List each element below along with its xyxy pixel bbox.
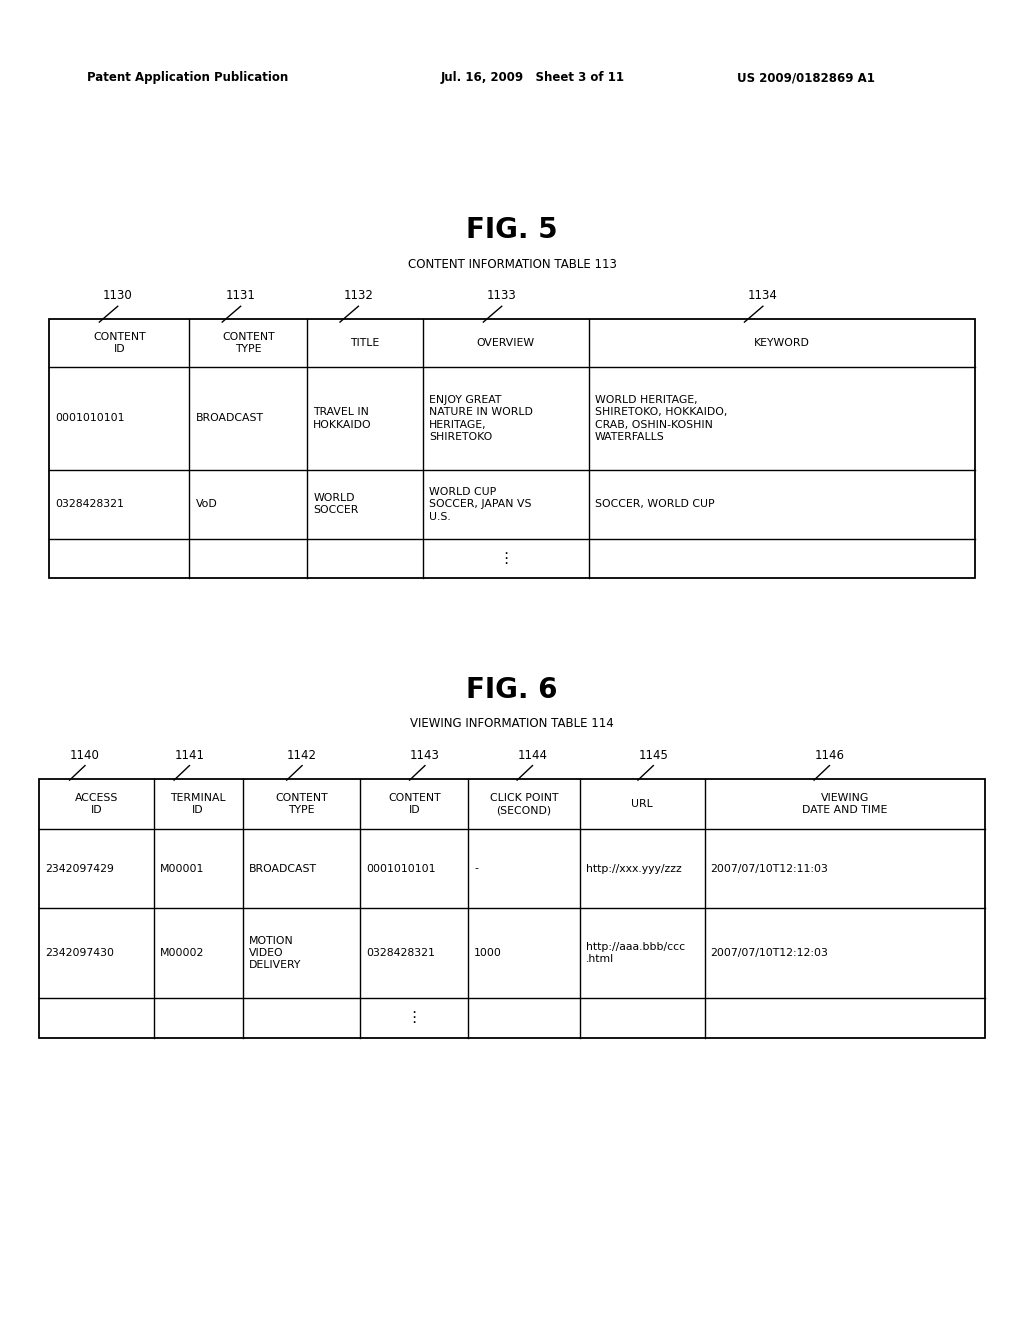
Text: ⋮: ⋮ — [499, 550, 513, 566]
Text: WORLD
SOCCER: WORLD SOCCER — [313, 494, 358, 515]
Text: 1130: 1130 — [102, 289, 133, 302]
Text: TITLE: TITLE — [350, 338, 380, 348]
Text: FIG. 6: FIG. 6 — [466, 676, 558, 705]
Text: CONTENT
TYPE: CONTENT TYPE — [222, 333, 274, 354]
Text: 1134: 1134 — [748, 289, 778, 302]
Text: 1146: 1146 — [814, 748, 845, 762]
Text: 2007/07/10T12:11:03: 2007/07/10T12:11:03 — [711, 863, 828, 874]
Text: 1000: 1000 — [474, 948, 502, 958]
Text: Jul. 16, 2009   Sheet 3 of 11: Jul. 16, 2009 Sheet 3 of 11 — [440, 71, 625, 84]
Text: OVERVIEW: OVERVIEW — [477, 338, 535, 348]
Text: 1131: 1131 — [225, 289, 256, 302]
Text: -: - — [474, 863, 478, 874]
Text: M00002: M00002 — [160, 948, 204, 958]
Text: SOCCER, WORLD CUP: SOCCER, WORLD CUP — [595, 499, 715, 510]
Text: CONTENT INFORMATION TABLE 113: CONTENT INFORMATION TABLE 113 — [408, 257, 616, 271]
Text: KEYWORD: KEYWORD — [754, 338, 810, 348]
Text: 1145: 1145 — [638, 748, 669, 762]
Text: 1133: 1133 — [486, 289, 517, 302]
Text: M00001: M00001 — [160, 863, 204, 874]
Text: 2007/07/10T12:12:03: 2007/07/10T12:12:03 — [711, 948, 828, 958]
Text: US 2009/0182869 A1: US 2009/0182869 A1 — [737, 71, 876, 84]
Bar — [49, 319, 975, 578]
Text: 2342097429: 2342097429 — [45, 863, 114, 874]
Text: ENJOY GREAT
NATURE IN WORLD
HERITAGE,
SHIRETOKO: ENJOY GREAT NATURE IN WORLD HERITAGE, SH… — [429, 395, 532, 442]
Text: VoD: VoD — [196, 499, 217, 510]
Text: 0328428321: 0328428321 — [367, 948, 435, 958]
Text: 1132: 1132 — [343, 289, 374, 302]
Text: 1142: 1142 — [287, 748, 317, 762]
Text: CONTENT
TYPE: CONTENT TYPE — [275, 793, 328, 814]
Text: WORLD HERITAGE,
SHIRETOKO, HOKKAIDO,
CRAB, OSHIN-KOSHIN
WATERFALLS: WORLD HERITAGE, SHIRETOKO, HOKKAIDO, CRA… — [595, 395, 727, 442]
Text: 1143: 1143 — [410, 748, 440, 762]
Text: VIEWING
DATE AND TIME: VIEWING DATE AND TIME — [802, 793, 888, 814]
Text: http://aaa.bbb/ccc
.html: http://aaa.bbb/ccc .html — [586, 942, 685, 964]
Text: 1141: 1141 — [174, 748, 205, 762]
Text: Patent Application Publication: Patent Application Publication — [87, 71, 289, 84]
Text: TERMINAL
ID: TERMINAL ID — [170, 793, 226, 814]
Bar — [39, 779, 985, 1038]
Text: CLICK POINT
(SECOND): CLICK POINT (SECOND) — [489, 793, 558, 814]
Text: ⋮: ⋮ — [407, 1010, 422, 1026]
Text: TRAVEL IN
HOKKAIDO: TRAVEL IN HOKKAIDO — [313, 408, 372, 429]
Text: CONTENT
ID: CONTENT ID — [93, 333, 145, 354]
Text: WORLD CUP
SOCCER, JAPAN VS
U.S.: WORLD CUP SOCCER, JAPAN VS U.S. — [429, 487, 531, 521]
Text: 0001010101: 0001010101 — [55, 413, 125, 424]
Text: BROADCAST: BROADCAST — [249, 863, 316, 874]
Text: ACCESS
ID: ACCESS ID — [75, 793, 118, 814]
Text: CONTENT
ID: CONTENT ID — [388, 793, 440, 814]
Text: URL: URL — [631, 799, 653, 809]
Text: 0328428321: 0328428321 — [55, 499, 124, 510]
Text: 1140: 1140 — [70, 748, 100, 762]
Text: MOTION
VIDEO
DELIVERY: MOTION VIDEO DELIVERY — [249, 936, 301, 970]
Text: 2342097430: 2342097430 — [45, 948, 114, 958]
Text: BROADCAST: BROADCAST — [196, 413, 263, 424]
Text: 0001010101: 0001010101 — [367, 863, 436, 874]
Text: FIG. 5: FIG. 5 — [466, 215, 558, 244]
Text: VIEWING INFORMATION TABLE 114: VIEWING INFORMATION TABLE 114 — [411, 717, 613, 730]
Text: http://xxx.yyy/zzz: http://xxx.yyy/zzz — [586, 863, 682, 874]
Text: 1144: 1144 — [517, 748, 548, 762]
